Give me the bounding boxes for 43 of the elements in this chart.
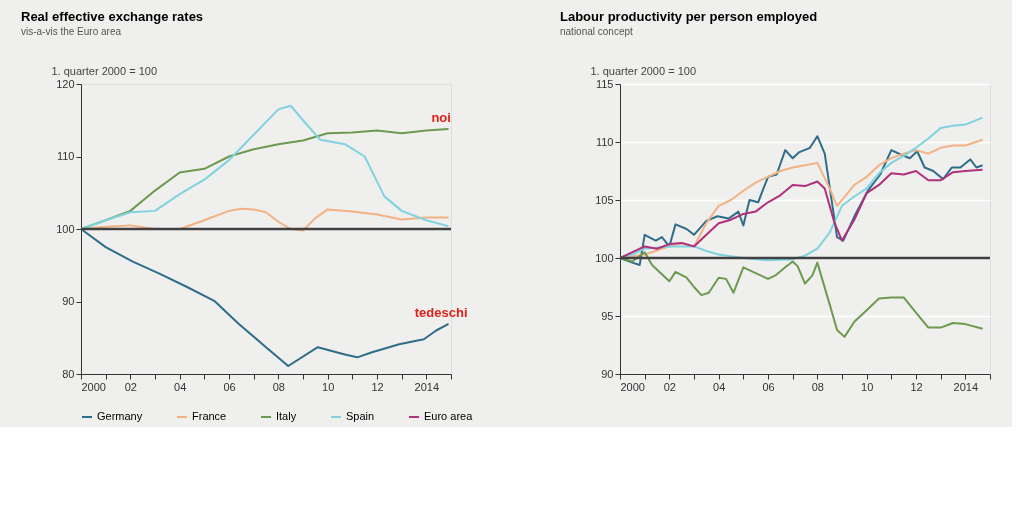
annotation: noi [431, 109, 451, 125]
x-tick-label: 06 [762, 380, 775, 393]
x-tick-label: 12 [910, 380, 923, 393]
line-series [619, 168, 984, 259]
x-tick-label: 08 [811, 380, 824, 393]
y-axis-title: 1. quarter 2000 = 100 [590, 64, 696, 77]
x-tick-label: 10 [861, 380, 874, 393]
y-tick-label: 90 [62, 295, 75, 307]
x-tick-label: 12 [371, 380, 384, 393]
line-series [619, 251, 984, 338]
x-tick-label: 2014 [414, 380, 440, 393]
legend-label: Spain [346, 410, 375, 422]
legend-label: Germany [97, 410, 143, 422]
y-tick-label: 110 [595, 135, 614, 148]
x-tick-label: 04 [713, 380, 726, 393]
y-tick-label: 80 [62, 367, 75, 380]
chart-subtitle: national concept [560, 26, 634, 37]
chart-title: Real effective exchange rates [21, 9, 204, 24]
y-tick-label: 105 [595, 193, 614, 206]
x-tick-label: 10 [322, 380, 335, 393]
x-tick-label: 2000 [620, 380, 645, 393]
annotation: tedeschi [414, 304, 468, 320]
chart-subtitle: vis-a-vis the Euro area [21, 26, 122, 37]
y-tick-label: 115 [595, 77, 614, 90]
chart-title: Labour productivity per person employed [560, 9, 818, 24]
x-tick-label: 02 [663, 380, 676, 393]
y-tick-label: 95 [601, 309, 614, 322]
x-tick-label: 08 [272, 380, 285, 393]
x-tick-label: 04 [174, 380, 187, 393]
x-tick-label: 2014 [953, 380, 979, 393]
y-tick-label: 100 [595, 251, 614, 264]
y-tick-label: 90 [601, 367, 614, 380]
x-tick-label: 06 [223, 380, 236, 393]
line-series [80, 104, 450, 230]
y-axis-title: 1. quarter 2000 = 100 [51, 64, 157, 77]
legend-label: Italy [276, 410, 297, 422]
y-tick-label: 120 [56, 77, 75, 90]
legend-label: France [192, 410, 227, 422]
legend-label: Euro area [424, 410, 474, 422]
x-tick-label: 2000 [81, 380, 106, 393]
y-tick-label: 110 [56, 150, 75, 162]
x-tick-label: 02 [124, 380, 137, 393]
y-tick-label: 100 [56, 222, 75, 235]
